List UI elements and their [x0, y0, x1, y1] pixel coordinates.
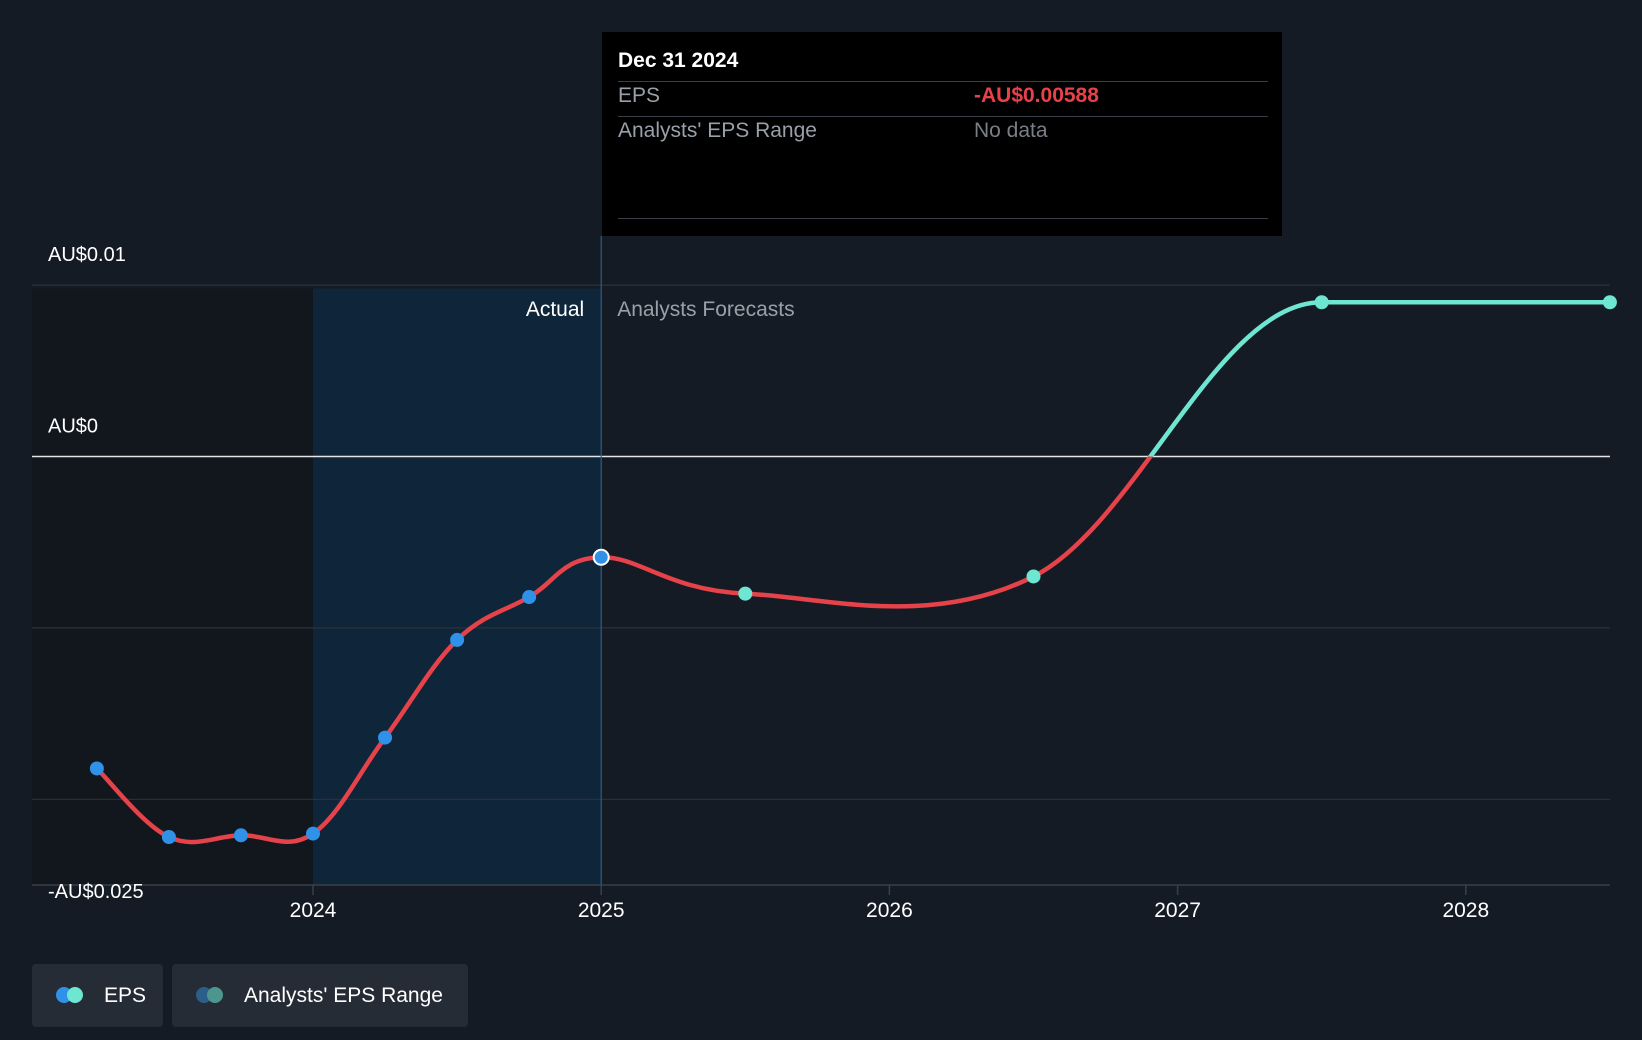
y-tick-label: -AU$0.025	[48, 881, 144, 903]
tooltip-range-label: Analysts' EPS Range	[618, 119, 817, 142]
tooltip-date: Dec 31 2024	[618, 49, 739, 72]
y-axis-labels: AU$0.01 AU$0 -AU$0.025	[48, 244, 144, 903]
eps-actual-point[interactable]	[233, 828, 248, 843]
gridlines	[32, 284, 1610, 886]
x-tick-label: 2024	[290, 899, 337, 922]
y-tick-label: AU$0.01	[48, 244, 126, 266]
eps-actual-point[interactable]	[306, 826, 320, 841]
eps-actual-point[interactable]	[378, 730, 393, 745]
forecast-region-label: Analysts Forecasts	[617, 298, 794, 321]
tooltip-divider	[618, 218, 1268, 219]
data-tooltip: Dec 31 2024 EPS -AU$0.00588 Analysts' EP…	[602, 32, 1282, 236]
tooltip-divider	[618, 81, 1268, 82]
eps-legend-icon	[56, 986, 90, 1005]
x-tick-label: 2028	[1442, 899, 1489, 922]
legend-label-eps-range: Analysts' EPS Range	[244, 983, 443, 1007]
eps-forecast-point[interactable]	[1314, 295, 1329, 310]
actual-highlight-region	[313, 288, 602, 885]
x-tick-label: 2026	[866, 899, 913, 922]
eps-actual-point[interactable]	[450, 632, 465, 647]
legend-item-eps[interactable]: EPS	[32, 964, 163, 1027]
eps-line-negative	[94, 456, 1154, 845]
y-tick-label: AU$0	[48, 416, 98, 438]
eps-actual-point[interactable]	[522, 590, 537, 605]
x-tick-label: 2025	[578, 899, 625, 922]
tooltip-range-value: No data	[974, 119, 1048, 142]
eps-forecast-point[interactable]	[1602, 295, 1617, 310]
eps-actual-point[interactable]	[161, 830, 176, 845]
eps-series-lines	[94, 299, 1613, 845]
eps-series-points	[89, 295, 1617, 845]
history-shade	[32, 288, 313, 885]
tooltip-eps-label: EPS	[618, 84, 661, 107]
eps-forecast-point[interactable]	[1026, 569, 1041, 584]
eps-point-selected[interactable]	[592, 548, 610, 566]
x-tick-label: 2027	[1154, 899, 1201, 922]
eps-range-legend-icon	[196, 986, 230, 1005]
legend-item-eps-range[interactable]: Analysts' EPS Range	[172, 964, 468, 1027]
eps-actual-point[interactable]	[89, 761, 104, 776]
eps-line-positive	[1147, 299, 1613, 457]
tooltip-divider	[618, 116, 1268, 117]
legend-label-eps: EPS	[104, 983, 147, 1007]
x-axis: 2024 2025 2026 2027 2028	[290, 885, 1489, 922]
tooltip-eps-value: -AU$0.00588	[974, 84, 1099, 107]
actual-region-label: Actual	[526, 298, 584, 321]
eps-forecast-point[interactable]	[738, 586, 753, 601]
